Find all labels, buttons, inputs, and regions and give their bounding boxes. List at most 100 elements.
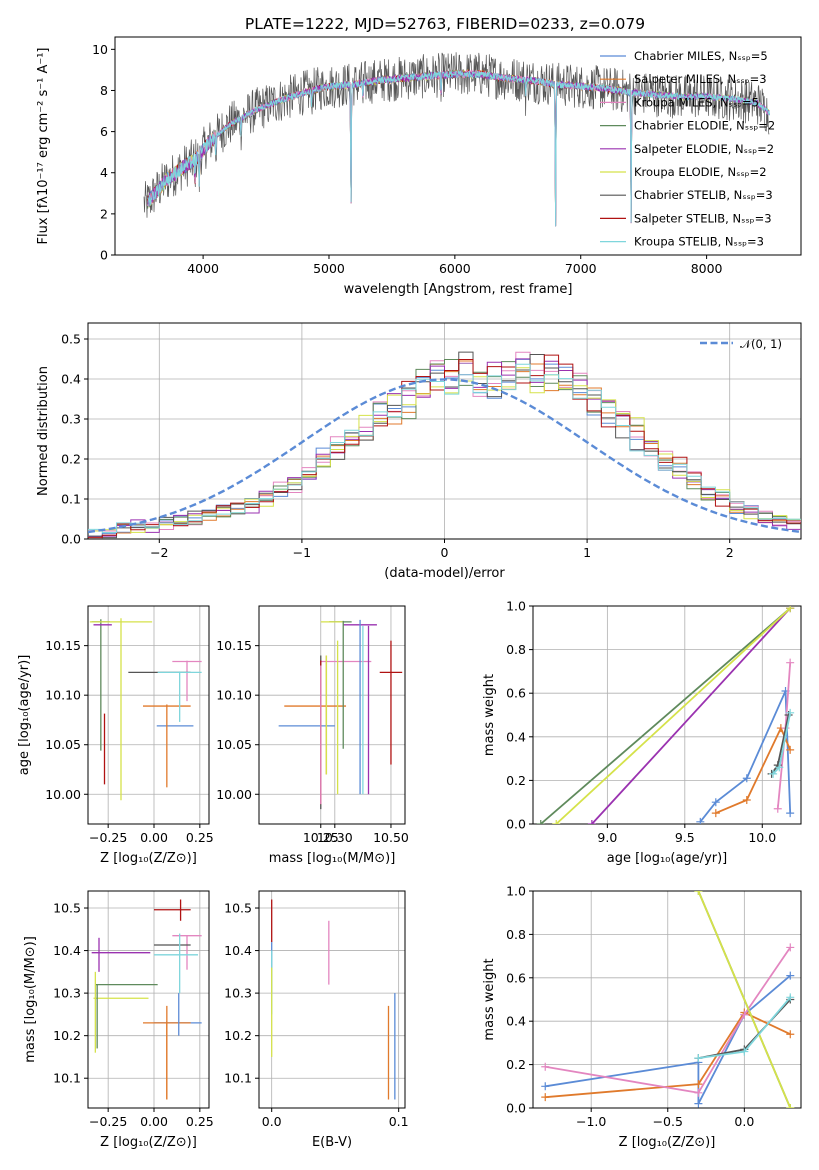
age_vs_Z-ytick-label: 10.15 bbox=[45, 638, 81, 653]
massweight_vs_age-marker bbox=[769, 769, 778, 778]
spectrum-xtick-label: 7000 bbox=[565, 261, 597, 276]
massweight_vs_age-xtick-label: 9.0 bbox=[597, 830, 617, 845]
legend-entry-salpeter_miles: Salpeter MILES, Nₛₛₚ=3 bbox=[634, 72, 767, 86]
spectrum-ytick-label: 8 bbox=[100, 83, 108, 98]
mass_vs_EBV-axes: 0.0 0.1 10.1 10.2 10.3 10.4 10.5 E(B-V) bbox=[224, 890, 409, 1150]
massweight_vs_Z-xtick-label: −1.0 bbox=[576, 1114, 606, 1129]
age_vs_mass-frame bbox=[258, 605, 406, 825]
massweight_vs_Z-marker bbox=[740, 1010, 749, 1019]
spectrum-ytick-label: 6 bbox=[100, 124, 108, 139]
massweight_vs_Z-ytick-label: 0.8 bbox=[506, 927, 526, 942]
massweight_vs_age-series-kroupa_elodie bbox=[555, 607, 791, 824]
spectrum-ytick-label: 2 bbox=[100, 206, 108, 221]
age_vs_Z-xtick-label: 0.00 bbox=[140, 830, 168, 845]
massweight_vs_Z-marker bbox=[541, 1062, 550, 1071]
massweight_vs_age-ytick-label: 1.0 bbox=[506, 599, 526, 614]
massweight_vs_age-marker bbox=[536, 820, 545, 824]
spectrum-ylabel: Flux [fλ10⁻¹⁷ erg cm⁻² s⁻¹ A⁻¹] bbox=[36, 48, 51, 245]
age_vs_Z-frame bbox=[87, 605, 210, 825]
age_vs_mass-xtick-label: 10.25 bbox=[303, 830, 339, 845]
massweight_vs_age-marker bbox=[786, 708, 795, 717]
residuals-ytick-label: 0.1 bbox=[61, 492, 81, 507]
massweight_vs_age-series-salpeter_elodie bbox=[591, 607, 791, 824]
spectrum-xtick-label: 6000 bbox=[439, 261, 471, 276]
massweight_vs_Z-xtick-label: 0.0 bbox=[734, 1114, 754, 1129]
spectrum-xtick-label: 4000 bbox=[187, 261, 219, 276]
mass_vs_EBV-frame bbox=[258, 890, 406, 1109]
legend-entry-gaussian: 𝒩(0, 1) bbox=[740, 337, 782, 351]
spectrum-ytick-label: 4 bbox=[100, 165, 108, 180]
residuals-ytick-label: 0.0 bbox=[61, 532, 81, 547]
massweight_vs_age-marker bbox=[773, 804, 782, 813]
massweight_vs_age-axes: 9.0 9.5 10.0 0.0 0.2 0.4 0.6 0.8 1.0 age [log₁₀(a… bbox=[482, 599, 802, 866]
spectrum-ytick-label: 0 bbox=[100, 248, 108, 263]
massweight_vs_Z-marker bbox=[786, 993, 795, 1002]
massweight_vs_age-marker bbox=[742, 796, 751, 805]
mass_vs_Z-ytick-label: 10.5 bbox=[53, 901, 81, 916]
residuals-legend: 𝒩(0, 1) bbox=[700, 337, 782, 351]
massweight_vs_Z-marker bbox=[786, 1104, 795, 1108]
massweight_vs_age-marker bbox=[587, 820, 596, 824]
mass_vs_Z-plot-area bbox=[91, 899, 202, 1100]
massweight_vs_age-marker bbox=[711, 798, 720, 807]
residuals-ytick-label: 0.5 bbox=[61, 332, 81, 347]
age_vs_mass-ytick-label: 10.10 bbox=[216, 688, 252, 703]
massweight_vs_age-marker bbox=[786, 658, 795, 667]
massweight_vs_Z-ylabel: mass weight bbox=[482, 958, 497, 1040]
massweight_vs_age-marker bbox=[696, 817, 705, 824]
age_vs_Z-xtick-label: −0.25 bbox=[89, 830, 127, 845]
residuals-xtick-label: 0 bbox=[441, 545, 449, 560]
massweight_vs_age-plot-area bbox=[536, 606, 795, 824]
legend-entry-kroupa_miles: Kroupa MILES, Nₛₛₚ=5 bbox=[634, 95, 759, 109]
age_vs_Z-ylabel: age [log₁₀(age/yr)] bbox=[17, 655, 32, 776]
age_vs_mass-xtick-label: 10.30 bbox=[317, 830, 353, 845]
age_vs_mass-plot-area bbox=[278, 619, 403, 810]
spectrum-title: PLATE=1222, MJD=52763, FIBERID=0233, z=0… bbox=[245, 15, 645, 33]
mass_vs_EBV-ytick-label: 10.1 bbox=[224, 1071, 252, 1086]
massweight_vs_age-marker bbox=[742, 774, 751, 783]
massweight_vs_age-marker bbox=[786, 809, 795, 818]
massweight_vs_Z-plot-area bbox=[541, 891, 795, 1108]
spectrum-xtick-label: 5000 bbox=[313, 261, 345, 276]
mass_vs_Z-ytick-label: 10.3 bbox=[53, 986, 81, 1001]
mass_vs_Z-axes: −0.25 0.00 0.25 10.1 10.2 10.3 10.4 10.5 Z [log₁… bbox=[23, 890, 214, 1150]
spectrum-frame bbox=[114, 36, 802, 256]
residuals-xtick-label: −2 bbox=[150, 545, 168, 560]
age_vs_Z-ytick-label: 10.05 bbox=[45, 737, 81, 752]
mass_vs_Z-ytick-label: 10.1 bbox=[53, 1071, 81, 1086]
massweight_vs_Z-marker bbox=[541, 1082, 550, 1091]
massweight_vs_Z-marker bbox=[786, 1030, 795, 1039]
age_vs_mass-xlabel: mass [log₁₀(M/M⊙)] bbox=[269, 851, 396, 866]
residuals-ytick-label: 0.4 bbox=[61, 372, 81, 387]
mass_vs_Z-xlabel: Z [log₁₀(Z/Z⊙)] bbox=[100, 1135, 197, 1150]
residual-hist-kroupa_stelib bbox=[88, 363, 801, 533]
massweight_vs_Z-ytick-label: 0.2 bbox=[506, 1057, 526, 1072]
spectrum-xtick-label: 8000 bbox=[691, 261, 723, 276]
residuals-ylabel: Normed distribution bbox=[36, 366, 51, 496]
residuals-xlabel: (data-model)/error bbox=[384, 566, 505, 581]
age_vs_mass-xtick-label: 10.50 bbox=[373, 830, 409, 845]
mass_vs_EBV-plot-area bbox=[271, 899, 396, 1100]
age_vs_Z-plot-area bbox=[89, 618, 202, 801]
mass_vs_Z-xtick-label: −0.25 bbox=[89, 1114, 127, 1129]
massweight_vs_Z-xlabel: Z [log₁₀(Z/Z⊙)] bbox=[619, 1135, 716, 1150]
mass_vs_EBV-xtick-label: 0.1 bbox=[389, 1114, 409, 1129]
mass_vs_EBV-ytick-label: 10.4 bbox=[224, 943, 252, 958]
residuals-axes: −2 −1 0 1 2 0.0 0.1 0.2 0.3 0.4 0.5 (data-model)/er… bbox=[36, 322, 802, 581]
massweight_vs_age-ytick-label: 0.8 bbox=[506, 642, 526, 657]
massweight_vs_age-ytick-label: 0.6 bbox=[506, 686, 526, 701]
massweight_vs_age-ylabel: mass weight bbox=[482, 674, 497, 756]
spectrum-plot-area bbox=[143, 52, 770, 227]
residuals-xtick-label: −1 bbox=[293, 545, 311, 560]
massweight_vs_Z-axes: −1.0 −0.5 0.0 0.0 0.2 0.4 0.6 0.8 1.0 Z [log₁₀(Z/… bbox=[482, 884, 802, 1150]
legend-entry-salpeter_elodie: Salpeter ELODIE, Nₛₛₚ=2 bbox=[634, 142, 774, 156]
age_vs_Z-axes: −0.25 0.00 0.25 10.00 10.05 10.10 10.15 Z [log₁… bbox=[17, 605, 214, 866]
massweight_vs_Z-marker bbox=[786, 971, 795, 980]
legend-entry-salpeter_stelib: Salpeter STELIB, Nₛₛₚ=3 bbox=[634, 211, 772, 225]
massweight_vs_Z-marker bbox=[786, 943, 795, 952]
massweight_vs_Z-ytick-label: 0.0 bbox=[506, 1101, 526, 1116]
massweight_vs_Z-ytick-label: 0.6 bbox=[506, 970, 526, 985]
massweight_vs_age-marker bbox=[711, 809, 720, 818]
residuals-ytick-label: 0.2 bbox=[61, 452, 81, 467]
